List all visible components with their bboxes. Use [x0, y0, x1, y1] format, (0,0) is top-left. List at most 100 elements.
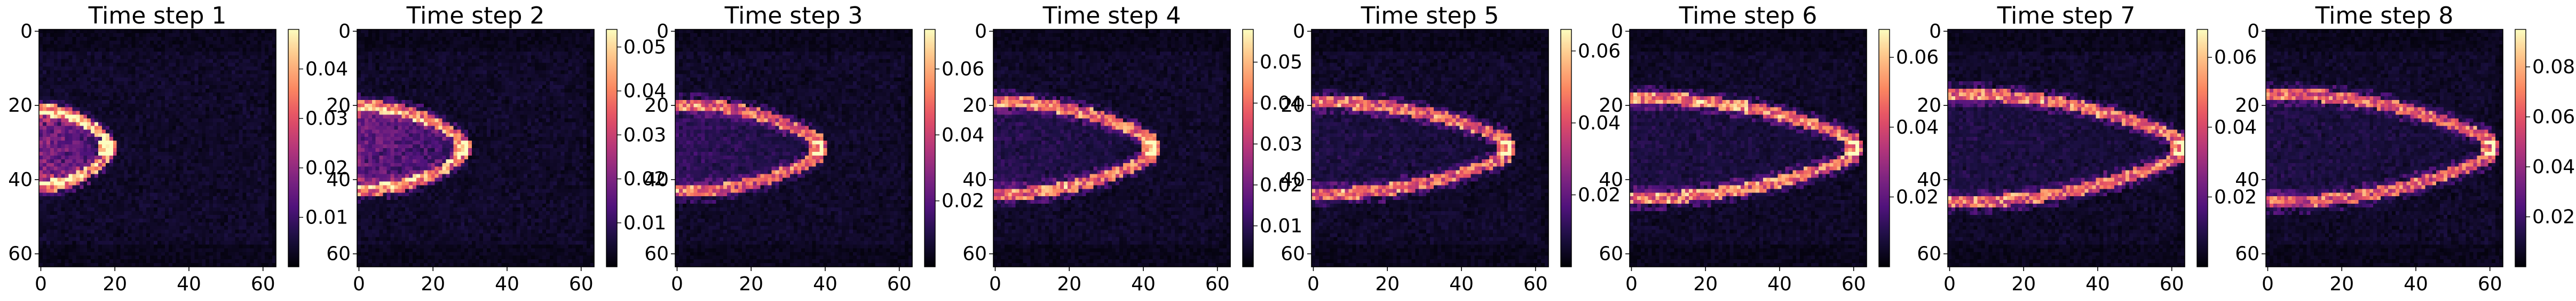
- heatmap-cell: [68, 70, 73, 74]
- heatmap-cell: [242, 204, 247, 208]
- heatmap-cell: [268, 55, 273, 59]
- heatmap-cell: [168, 48, 173, 52]
- heatmap-cell: [427, 44, 432, 48]
- heatmap-cell: [368, 59, 373, 63]
- heatmap-cell: [139, 89, 143, 93]
- heatmap-cell: [146, 81, 151, 86]
- heatmap-cell: [168, 237, 173, 241]
- heatmap-cell: [231, 192, 235, 197]
- heatmap-cell: [464, 36, 469, 41]
- heatmap-cell: [57, 81, 61, 86]
- heatmap-cell: [254, 111, 258, 115]
- heatmap-cell: [157, 222, 162, 226]
- heatmap-cell: [135, 174, 139, 178]
- heatmap-cell: [109, 96, 114, 101]
- heatmap-cell: [235, 81, 239, 86]
- heatmap-cell: [583, 29, 587, 34]
- heatmap-cell: [217, 59, 221, 63]
- heatmap-cell: [131, 118, 136, 122]
- heatmap-cell: [457, 66, 461, 71]
- heatmap-cell: [61, 214, 65, 219]
- heatmap-cell: [135, 196, 139, 200]
- heatmap-cell: [257, 204, 262, 208]
- heatmap-cell: [168, 29, 173, 34]
- heatmap-cell: [194, 214, 199, 219]
- heatmap-cell: [39, 200, 43, 204]
- heatmap-cell: [131, 85, 136, 89]
- heatmap-cell: [265, 170, 269, 174]
- heatmap-cell: [235, 256, 239, 260]
- heatmap-cell: [209, 155, 214, 160]
- heatmap-cell: [250, 237, 254, 241]
- heatmap-cell: [176, 133, 180, 137]
- heatmap-cell: [187, 74, 191, 78]
- heatmap-cell: [401, 29, 406, 34]
- heatmap-cell: [220, 36, 225, 41]
- heatmap-cell: [164, 129, 169, 134]
- heatmap-cell: [379, 70, 383, 74]
- heatmap-cell: [131, 114, 136, 119]
- heatmap-cell: [416, 36, 421, 41]
- heatmap-cell: [154, 99, 158, 104]
- heatmap-cell: [272, 148, 276, 152]
- heatmap-cell: [217, 141, 221, 145]
- heatmap-cell: [553, 55, 557, 59]
- heatmap-cell: [434, 78, 439, 82]
- heatmap-cell: [176, 163, 180, 167]
- heatmap-cell: [53, 59, 58, 63]
- heatmap-cell: [109, 114, 114, 119]
- heatmap-cell: [242, 214, 247, 219]
- heatmap-cell: [161, 200, 165, 204]
- heatmap-cell: [131, 218, 136, 223]
- heatmap-cell: [91, 214, 95, 219]
- heatmap-cell: [394, 29, 398, 34]
- heatmap-cell: [50, 248, 54, 252]
- heatmap-cell: [120, 107, 124, 111]
- heatmap-cell: [143, 144, 147, 149]
- heatmap-cell: [87, 233, 91, 237]
- heatmap-cell: [368, 36, 373, 41]
- heatmap-cell: [372, 63, 376, 67]
- heatmap-cell: [176, 148, 180, 152]
- heatmap-cell: [231, 74, 235, 78]
- heatmap-cell: [379, 55, 383, 59]
- heatmap-cell: [80, 252, 84, 256]
- heatmap-cell: [254, 259, 258, 264]
- heatmap-cell: [50, 226, 54, 230]
- heatmap-cell: [150, 211, 154, 215]
- heatmap-cell: [113, 129, 117, 134]
- heatmap-cell: [124, 33, 128, 37]
- heatmap-cell: [150, 126, 154, 130]
- heatmap-cell: [183, 196, 187, 200]
- heatmap-cell: [131, 92, 136, 97]
- heatmap-cell: [235, 133, 239, 137]
- heatmap-cell: [235, 241, 239, 245]
- heatmap-cell: [431, 33, 435, 37]
- heatmap-cell: [202, 170, 206, 174]
- heatmap-cell: [150, 218, 154, 223]
- panels: Time step 10 20 40 6002040600.010.020.030.0…: [8, 2, 2575, 295]
- heatmap-cell: [434, 66, 439, 71]
- heatmap-cell: [202, 256, 206, 260]
- heatmap-cell: [235, 144, 239, 149]
- heatmap-cell: [80, 114, 84, 119]
- heatmap-cell: [116, 111, 121, 115]
- heatmap-cell: [101, 256, 106, 260]
- heatmap-cell: [87, 40, 91, 45]
- heatmap-cell: [246, 66, 250, 71]
- heatmap-cell: [72, 263, 76, 267]
- heatmap-cell: [135, 59, 139, 63]
- heatmap-cell: [161, 141, 165, 145]
- heatmap-cell: [161, 59, 165, 63]
- heatmap-cell: [68, 141, 73, 145]
- heatmap-cell: [220, 226, 225, 230]
- heatmap-cell: [46, 103, 51, 107]
- heatmap-cell: [131, 44, 136, 48]
- heatmap-cell: [464, 66, 469, 71]
- heatmap-cell: [164, 248, 169, 252]
- heatmap-cell: [250, 181, 254, 186]
- heatmap-cell: [50, 163, 54, 167]
- heatmap-cell: [50, 185, 54, 189]
- heatmap-cell: [65, 204, 69, 208]
- heatmap-cell: [431, 63, 435, 67]
